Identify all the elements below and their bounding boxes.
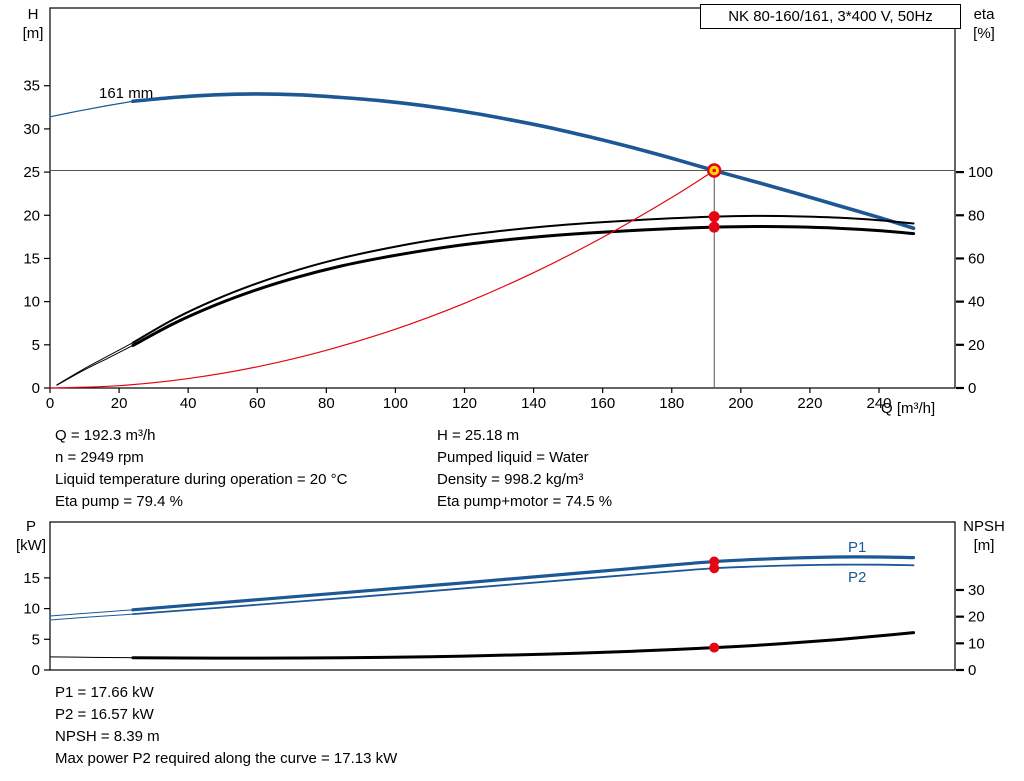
power-npsh-chart: 0 5 10 15 0 10 20 30 — [23, 521, 985, 679]
h-axis-title: H [m] — [12, 5, 54, 43]
x-tick-label: 240 — [866, 395, 891, 412]
npsh-axis-symbol: NPSH — [963, 518, 1005, 535]
y-left-tick-label: 30 — [23, 121, 40, 138]
x-tick-label: 80 — [318, 395, 335, 412]
h-axis-symbol: H — [27, 6, 39, 23]
power-npsh-chart-axes: 0 5 10 15 0 10 20 30 — [23, 570, 984, 679]
y-left-tick-label: 20 — [23, 207, 40, 224]
p-axis-symbol: P — [25, 518, 36, 535]
y-right-tick-label: 0 — [968, 380, 976, 397]
p-axis-unit: [kW] — [16, 537, 46, 554]
y-left-tick-label: 25 — [23, 164, 40, 181]
impeller-diameter-label: 161 mm — [99, 85, 154, 102]
eta-axis-unit: [%] — [973, 25, 995, 42]
y-right-tick-label: 20 — [968, 609, 985, 626]
y-left-tick-label: 0 — [32, 662, 40, 679]
eta-axis-symbol: eta — [973, 6, 995, 23]
y-right-tick-label: 40 — [968, 294, 985, 311]
x-tick-label: 20 — [111, 395, 128, 412]
y-left-tick-label: 0 — [32, 380, 40, 397]
hq-eta-chart: 0 20 40 60 80 100 120 140 160 180 200 220 2400510152… — [23, 7, 993, 412]
y-right-tick-label: 10 — [968, 635, 985, 652]
info-p2: P2 = 16.57 kW — [55, 706, 154, 723]
info-eta-pump-motor: Eta pump+motor = 74.5 % — [437, 493, 613, 510]
hq-eta-chart-frame — [49, 7, 956, 389]
power-npsh-chart-frame — [49, 521, 956, 671]
eta-pump-lead — [56, 342, 134, 386]
x-tick-label: 0 — [46, 395, 54, 412]
q-axis-title: Q [m³/h] — [881, 400, 936, 417]
x-tick-label: 140 — [521, 395, 546, 412]
p-axis-title: P [kW] — [8, 517, 54, 555]
npsh-point[interactable] — [709, 642, 720, 653]
y-left-tick-label: 15 — [23, 250, 40, 267]
y-left-tick-label: 10 — [23, 601, 40, 618]
p2-lead — [49, 613, 134, 621]
x-tick-label: 160 — [590, 395, 615, 412]
y-left-tick-label: 35 — [23, 78, 40, 95]
info-eta-pump: Eta pump = 79.4 % — [55, 493, 183, 510]
y-right-tick-label: 30 — [968, 582, 985, 599]
npsh-axis-unit: [m] — [973, 537, 995, 554]
head-curve-lead — [49, 100, 134, 118]
x-tick-label: 120 — [452, 395, 477, 412]
npsh-lead — [49, 656, 134, 659]
eta-pump-curve — [131, 214, 915, 344]
p1-lead — [49, 609, 134, 617]
y-left-tick-label: 5 — [32, 631, 40, 648]
y-right-tick-label: 60 — [968, 250, 985, 267]
info-npsh: NPSH = 8.39 m — [55, 728, 160, 745]
y-right-tick-label: 0 — [968, 662, 976, 679]
eta-pump-point[interactable] — [708, 211, 720, 223]
h-axis-unit: [m] — [22, 25, 44, 42]
npsh-curve — [131, 631, 916, 660]
pump-designation: NK 80-160/161, 3*400 V, 50Hz — [728, 8, 933, 25]
eta-pump-motor-lead — [56, 344, 134, 386]
y-right-tick-label: 80 — [968, 207, 985, 224]
x-tick-label: 60 — [249, 395, 266, 412]
info-max-power: Max power P2 required along the curve = … — [55, 750, 398, 767]
info-speed: n = 2949 rpm — [55, 449, 144, 466]
info-head: H = 25.18 m — [437, 427, 520, 444]
x-tick-label: 180 — [659, 395, 684, 412]
head-curve-161mm — [131, 92, 916, 231]
y-left-tick-label: 5 — [32, 337, 40, 354]
eta-pump-motor-curve — [131, 224, 916, 347]
x-tick-label: 100 — [383, 395, 408, 412]
system-curve — [49, 169, 715, 389]
p1-curve — [131, 555, 916, 612]
x-tick-label: 40 — [180, 395, 197, 412]
info-density: Density = 998.2 kg/m³ — [437, 471, 584, 488]
info-pumped-liquid: Pumped liquid = Water — [437, 449, 589, 466]
eta-pump-motor-point[interactable] — [708, 221, 720, 233]
p2-point[interactable] — [709, 563, 720, 574]
p2-curve — [132, 563, 915, 616]
y-right-tick-label: 100 — [968, 164, 993, 181]
info-p1: P1 = 17.66 kW — [55, 684, 154, 701]
p2-curve-label: P2 — [848, 569, 867, 586]
x-tick-label: 200 — [728, 395, 753, 412]
info-flow: Q = 192.3 m³/h — [55, 427, 156, 444]
p1-curve-label: P1 — [848, 539, 867, 556]
npsh-axis-title: NPSH [m] — [952, 517, 1016, 555]
x-tick-label: 220 — [797, 395, 822, 412]
pump-designation-box: NK 80-160/161, 3*400 V, 50Hz — [700, 4, 961, 29]
y-left-tick-label: 10 — [23, 294, 40, 311]
eta-axis-title: eta [%] — [958, 5, 1010, 43]
y-left-tick-label: 15 — [23, 570, 40, 587]
duty-point-center — [712, 168, 716, 173]
hq-eta-chart-axes: 0 20 40 60 80 100 120 140 160 180 200 220 2400510152… — [23, 78, 993, 412]
info-liquid-temperature: Liquid temperature during operation = 20… — [55, 471, 348, 488]
y-right-tick-label: 20 — [968, 337, 985, 354]
